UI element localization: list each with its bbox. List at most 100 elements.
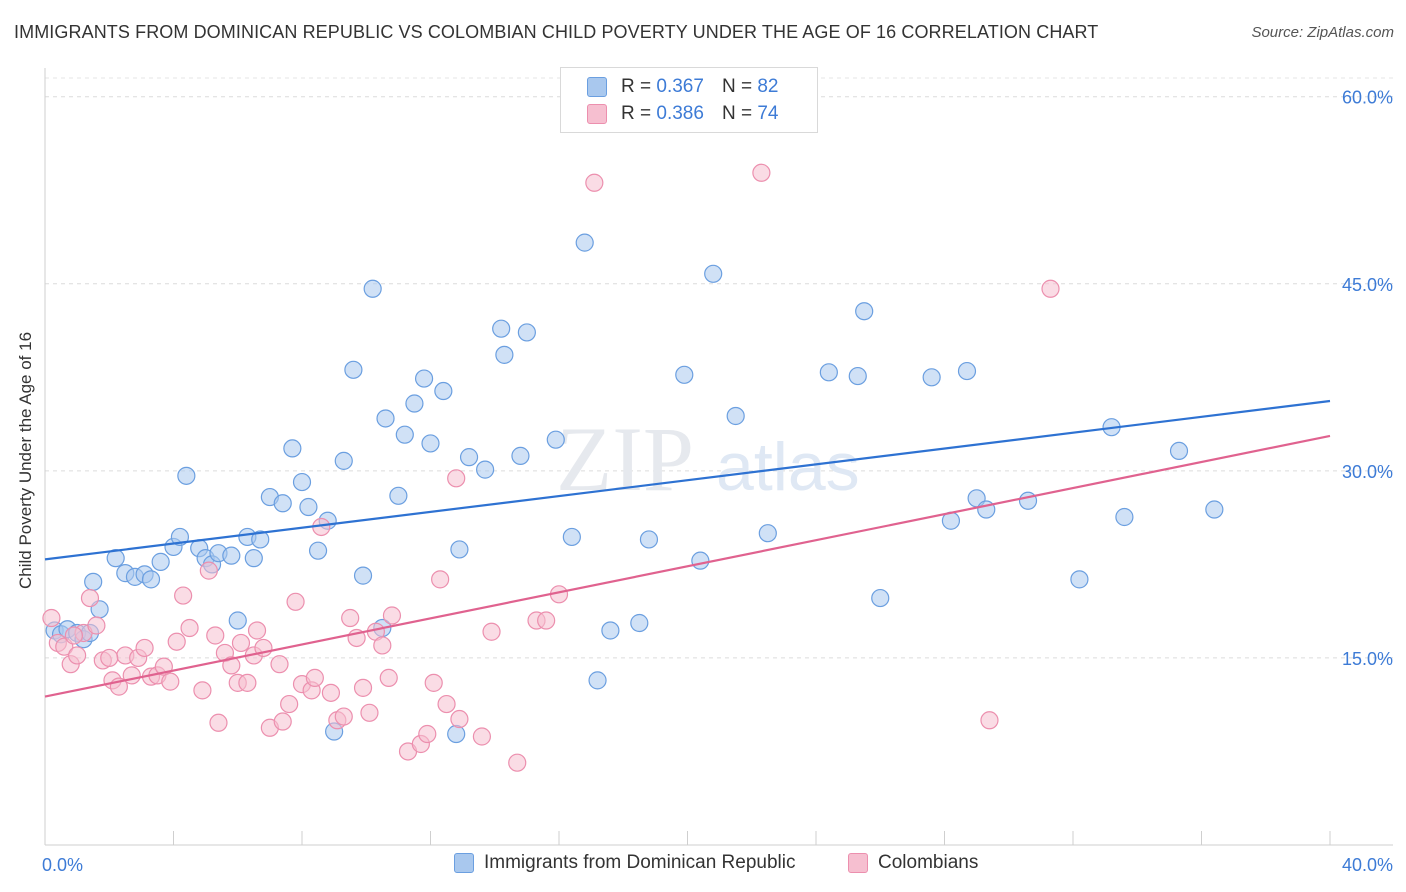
dominican-point-34 — [334, 451, 353, 470]
legend: R = 0.367 N = 82 R = 0.386 N = 74 — [560, 67, 818, 133]
dominican-point-76 — [1070, 570, 1089, 589]
dominican-point-67 — [848, 366, 867, 386]
colombian-point-0 — [42, 608, 61, 628]
dominican-point-45 — [434, 381, 453, 401]
dominican-point-7 — [84, 572, 103, 591]
dominican-point-79 — [1169, 441, 1189, 460]
colombian-point-72 — [64, 626, 84, 645]
dominican-point-50 — [492, 319, 511, 338]
y-tick-label-1: 30.0% — [1342, 462, 1393, 482]
dominican-point-37 — [363, 279, 382, 298]
dominican-point-70 — [922, 368, 941, 387]
watermark: ZIP atlas — [556, 408, 860, 510]
dominican-point-64 — [726, 406, 745, 426]
dominican-point-40 — [389, 486, 408, 505]
colombian-point-7 — [87, 616, 106, 635]
colombian-point-66 — [537, 611, 556, 630]
colombian-point-22 — [193, 681, 212, 700]
dominican-point-61 — [675, 365, 694, 384]
dominican-point-39 — [376, 409, 395, 428]
dominican-point-30 — [299, 497, 318, 517]
y-tick-label-0: 15.0% — [1342, 649, 1393, 669]
dominican-point-66 — [819, 363, 838, 382]
bottom-legend-dominican: Immigrants from Dominican Republic — [454, 852, 796, 874]
dominican-point-62 — [691, 551, 710, 570]
colombian-point-41 — [305, 668, 324, 687]
dominican-point-36 — [353, 566, 373, 585]
dominican-point-48 — [459, 448, 479, 467]
tick-labels: 15.0% 30.0% 45.0% 60.0% 0.0% 40.0% — [42, 88, 1393, 875]
bottom-legend-colombian: Colombians — [848, 852, 978, 874]
dominican-point-27 — [273, 494, 292, 513]
colombian-point-59 — [437, 694, 456, 714]
colombian-point-70 — [980, 711, 999, 730]
dominican-point-69 — [871, 588, 890, 608]
dominican-point-58 — [601, 621, 620, 640]
dominican-point-13 — [151, 552, 170, 571]
legend-r-value: 0.386 — [656, 103, 704, 124]
colombian-point-64 — [508, 753, 527, 772]
colombian-point-30 — [238, 673, 257, 692]
colombian-point-6 — [80, 588, 100, 608]
colombian-point-36 — [273, 712, 292, 731]
dominican-point-78 — [1115, 507, 1134, 527]
y-tick-label-2: 45.0% — [1342, 275, 1393, 295]
legend-n-value: 82 — [757, 76, 779, 97]
colombian-point-51 — [373, 636, 392, 655]
dominican-point-16 — [177, 466, 196, 485]
dominican-point-72 — [957, 361, 977, 381]
colombian-point-69 — [752, 163, 771, 182]
gridlines — [45, 77, 1393, 659]
dominican-point-57 — [588, 671, 607, 690]
dominican-point-65 — [758, 524, 777, 543]
colombian-point-24 — [206, 626, 225, 645]
y-tick-label-3: 60.0% — [1342, 88, 1393, 108]
dominican-point-31 — [308, 541, 328, 560]
colombian-point-73 — [100, 648, 119, 668]
bottom-legend-label: Colombians — [878, 852, 979, 873]
dominican-point-49 — [476, 460, 495, 479]
axes — [44, 68, 1393, 846]
colombian-point-61 — [447, 469, 466, 488]
legend-row-dominican: R = 0.367 N = 82 — [587, 74, 778, 100]
dominican-point-42 — [405, 394, 424, 413]
trend-line-dominican — [44, 399, 1331, 561]
dominican-point-29 — [292, 472, 312, 492]
colombian-point-19 — [167, 632, 186, 651]
legend-n-value: 74 — [757, 103, 779, 124]
colombian-point-68 — [585, 173, 604, 192]
colombian-point-57 — [424, 673, 443, 692]
chart-title: IMMIGRANTS FROM DOMINICAN REPUBLIC VS CO… — [14, 22, 1099, 42]
colombian-point-35 — [270, 655, 289, 674]
trend-line-colombian — [44, 434, 1331, 698]
source-label: Source: ZipAtlas.com — [1251, 24, 1394, 41]
dominican-point-12 — [141, 570, 161, 589]
legend-r-label: R = — [621, 76, 652, 97]
legend-r-label: R = — [621, 103, 652, 124]
dominican-point-55 — [562, 527, 581, 547]
colombian-point-12 — [122, 666, 141, 685]
dominican-point-21 — [222, 546, 241, 565]
dominican-point-56 — [575, 233, 594, 252]
colombian-point-23 — [199, 561, 218, 580]
dominican-point-47 — [450, 540, 469, 559]
colombian-point-27 — [222, 656, 241, 675]
colombian-point-45 — [334, 707, 353, 726]
colombian-point-43 — [321, 683, 341, 702]
colombian-point-32 — [247, 621, 267, 640]
colombian-point-21 — [180, 618, 199, 638]
colombian-point-62 — [472, 727, 491, 746]
dominican-point-51 — [495, 345, 514, 364]
colombian-point-38 — [286, 592, 305, 611]
colombian-point-25 — [209, 713, 228, 732]
dominican-point-52 — [511, 446, 530, 465]
dominican-point-43 — [414, 369, 434, 388]
dominican-point-53 — [517, 323, 536, 342]
colombian-point-60 — [450, 709, 469, 729]
colombian-point-29 — [231, 633, 251, 653]
series-colombian-points — [42, 163, 1060, 772]
colombian-point-46 — [341, 608, 360, 628]
dominican-point-24 — [244, 549, 263, 568]
colombian-point-14 — [135, 638, 154, 658]
dominican-point-28 — [283, 439, 302, 458]
